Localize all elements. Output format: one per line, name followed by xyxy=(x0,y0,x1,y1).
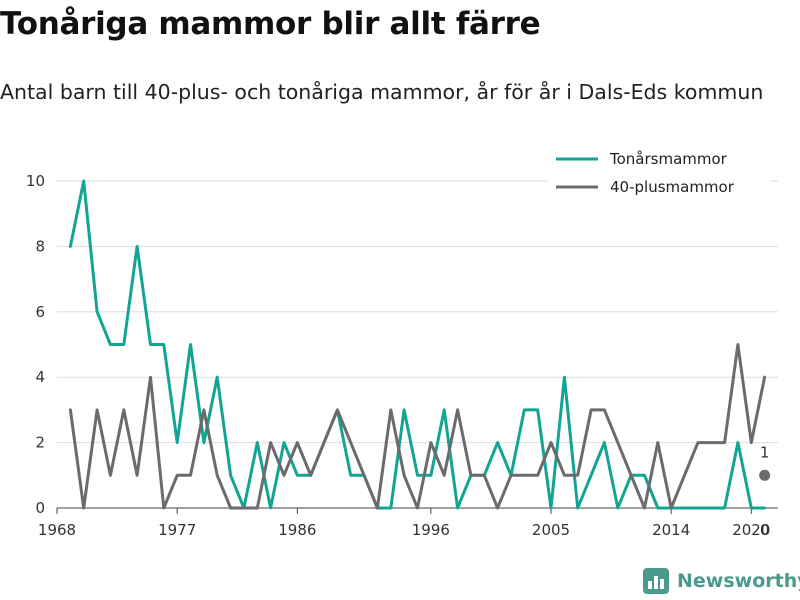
legend-label: Tonårsmammor xyxy=(609,150,728,168)
end-value-label: 1 xyxy=(760,443,770,461)
series-lines xyxy=(68,179,767,510)
x-tick-label: 1996 xyxy=(412,521,450,539)
chart-title: Tonåriga mammor blir allt färre xyxy=(0,6,541,42)
chart-subtitle: Antal barn till 40-plus- och tonåriga ma… xyxy=(0,80,764,104)
x-tick-label: 1986 xyxy=(278,521,316,539)
series-line-40-plusmammor xyxy=(68,343,767,510)
legend: Tonårsmammor 40-plusmammor xyxy=(548,146,770,202)
legend-background xyxy=(548,146,770,202)
y-tick-label: 4 xyxy=(35,368,45,386)
end-labels: 10 xyxy=(759,443,771,539)
x-tick-label: 2020 xyxy=(732,521,770,539)
end-value-label: 0 xyxy=(760,521,770,539)
legend-label: 40-plusmammor xyxy=(610,178,735,196)
x-tick-label: 2014 xyxy=(652,521,690,539)
bar-chart-logo-icon xyxy=(643,568,669,594)
brand-name: Newsworthy xyxy=(677,570,800,592)
y-tick-label: 0 xyxy=(35,499,45,517)
y-tick-label: 8 xyxy=(35,237,45,255)
brand: Newsworthy xyxy=(643,568,800,594)
end-point-marker xyxy=(759,469,771,481)
x-tick-label: 2005 xyxy=(532,521,570,539)
x-tick-label: 1968 xyxy=(38,521,76,539)
x-tick-label: 1977 xyxy=(158,521,196,539)
y-tick-label: 2 xyxy=(35,434,45,452)
y-tick-label: 6 xyxy=(35,303,45,321)
y-tick-label: 10 xyxy=(26,172,45,190)
